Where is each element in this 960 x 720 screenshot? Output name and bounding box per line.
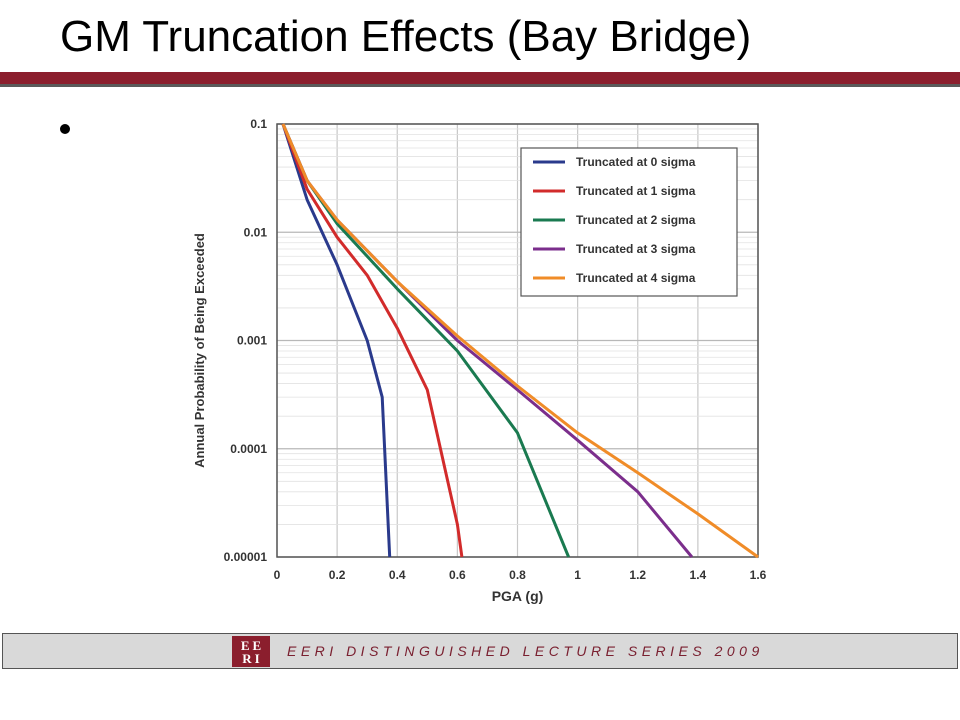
legend-box bbox=[520, 147, 738, 297]
x-tick-label: 0.8 bbox=[509, 568, 526, 582]
legend-label: Truncated at 3 sigma bbox=[576, 242, 696, 256]
y-tick-label: 0.0001 bbox=[230, 442, 267, 456]
footer-bar: EE RI EERI DISTINGUISHED LECTURE SERIES … bbox=[2, 633, 958, 669]
legend-label: Truncated at 2 sigma bbox=[576, 213, 696, 227]
eeri-logo: EE RI bbox=[232, 636, 270, 667]
logo-top-text: EE bbox=[240, 637, 265, 653]
x-tick-label: 1.2 bbox=[629, 568, 646, 582]
y-axis-label: Annual Probability of Being Exceeded bbox=[192, 233, 207, 468]
x-tick-label: 1.4 bbox=[690, 568, 707, 582]
x-tick-label: 0.2 bbox=[329, 568, 346, 582]
logo-bottom-text: RI bbox=[242, 650, 263, 666]
y-tick-label: 0.1 bbox=[250, 117, 267, 131]
x-axis-label: PGA (g) bbox=[492, 588, 544, 604]
x-tick-label: 1 bbox=[574, 568, 581, 582]
y-tick-label: 0.001 bbox=[237, 334, 267, 348]
title-rule-shadow bbox=[0, 84, 960, 87]
y-tick-label: 0.01 bbox=[244, 225, 268, 239]
x-tick-label: 0.6 bbox=[449, 568, 466, 582]
x-tick-label: 0.4 bbox=[389, 568, 406, 582]
pga-hazard-chart: 0 0.2 0.4 0.6 0.8 1 1.2 1.4 1.6 0.1 0.01 0.001 0.000… bbox=[192, 117, 767, 604]
legend-label: Truncated at 0 sigma bbox=[576, 155, 696, 169]
footer-text: EERI DISTINGUISHED LECTURE SERIES 2009 bbox=[287, 643, 764, 659]
plot-frame bbox=[276, 123, 759, 558]
series-line-1 bbox=[281, 123, 464, 558]
series-line-0 bbox=[281, 123, 392, 558]
bullet-point bbox=[60, 124, 70, 134]
x-tick-label: 0 bbox=[274, 568, 281, 582]
slide-title: GM Truncation Effects (Bay Bridge) bbox=[60, 12, 752, 61]
series-line-4 bbox=[281, 123, 759, 559]
legend-label: Truncated at 1 sigma bbox=[576, 184, 696, 198]
x-tick-label: 1.6 bbox=[750, 568, 767, 582]
y-tick-label: 0.00001 bbox=[224, 550, 268, 564]
legend-label: Truncated at 4 sigma bbox=[576, 271, 696, 285]
title-rule bbox=[0, 72, 960, 84]
